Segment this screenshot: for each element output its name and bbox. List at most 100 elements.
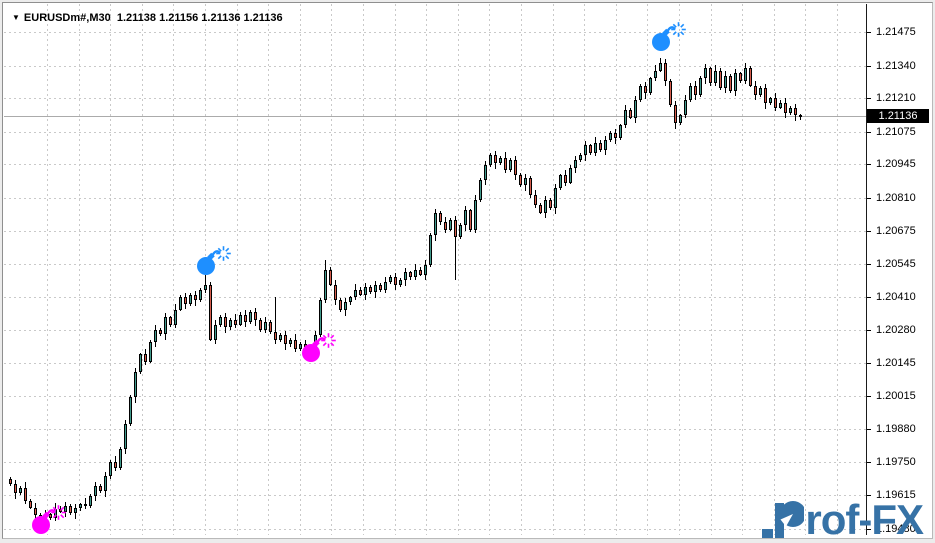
watermark-text: rof-FX	[805, 496, 924, 543]
candle-body	[254, 312, 257, 320]
grid-vline	[553, 4, 554, 535]
candle-body	[474, 200, 477, 230]
candle-body	[299, 344, 302, 349]
candle-body	[524, 178, 527, 185]
candle-body	[349, 297, 352, 302]
candle-body	[124, 424, 127, 449]
candle-body	[114, 462, 117, 468]
price-axis-label: 1.20945	[876, 158, 916, 170]
candle-body	[544, 200, 547, 213]
candle-body	[339, 300, 342, 310]
candle-body	[539, 205, 542, 213]
candle-body	[784, 103, 787, 113]
grid-vline	[616, 4, 617, 535]
grid-vline	[679, 4, 680, 535]
grid-hline	[4, 98, 866, 99]
grid-vline	[173, 4, 174, 535]
candle-body	[754, 86, 757, 95]
candle-body	[319, 300, 322, 335]
chart-title: ▼ EURUSDm#,M30 1.21138 1.21156 1.21136 1.…	[12, 12, 283, 24]
candle-body	[279, 335, 282, 340]
candle-body	[204, 285, 207, 290]
axis-separator	[866, 4, 867, 535]
watermark-logo-p-icon	[762, 501, 805, 538]
candle-body	[479, 180, 482, 200]
price-axis-label: 1.20545	[876, 258, 916, 270]
price-axis-label: 1.19480	[876, 523, 916, 535]
candle-body	[669, 81, 672, 105]
candle-body	[174, 310, 177, 325]
candle-body	[394, 277, 397, 285]
grid-vline	[142, 4, 143, 535]
grid-hline	[4, 429, 866, 430]
candle-body	[414, 270, 417, 277]
candle-body	[694, 86, 697, 95]
candle-body	[144, 354, 147, 362]
symbol-dropdown-icon[interactable]: ▼	[12, 13, 20, 22]
candle-body	[344, 302, 347, 310]
sell-bomb-marker	[650, 22, 686, 58]
candle-body	[619, 125, 622, 138]
candle-body	[284, 335, 287, 344]
price-axis[interactable]: 1.21475 1.21340 1.21210 1.21075 1.20945 1.208…	[867, 4, 929, 535]
candle-body	[589, 145, 592, 153]
candle-body	[664, 63, 667, 81]
price-axis-tick	[867, 66, 871, 67]
chart-title-ohlc: 1.21138 1.21156 1.21136 1.21136	[116, 12, 283, 24]
candle-body	[659, 63, 662, 71]
candle-body	[14, 484, 17, 493]
candle-body	[699, 78, 702, 95]
candle-body	[9, 479, 12, 484]
grid-hline	[4, 363, 866, 364]
current-price-line	[4, 116, 866, 117]
grid-vline	[774, 4, 775, 535]
candle-body	[79, 504, 82, 508]
candle-body	[599, 143, 602, 150]
price-axis-label: 1.19880	[876, 423, 916, 435]
candle-body	[604, 140, 607, 150]
buy-bomb-marker	[30, 505, 66, 535]
grid-vline	[711, 4, 712, 535]
candle-body	[454, 220, 457, 237]
candle-body	[64, 506, 67, 512]
candle-wick	[800, 114, 801, 120]
candle-body	[439, 213, 442, 222]
price-axis-label: 1.19750	[876, 456, 916, 468]
candle-body	[424, 265, 427, 275]
candle-body	[674, 105, 677, 123]
candle-body	[384, 282, 387, 290]
candle-wick	[275, 297, 276, 344]
candle-body	[739, 73, 742, 81]
candle-body	[369, 287, 372, 292]
grid-hline	[4, 198, 866, 199]
candle-body	[274, 332, 277, 340]
candle-body	[564, 175, 567, 183]
candle-body	[159, 330, 162, 334]
candle-body	[94, 486, 97, 496]
grid-vline	[331, 4, 332, 535]
candle-body	[489, 155, 492, 165]
candle-body	[684, 100, 687, 115]
candle-body	[499, 158, 502, 163]
grid-vline	[237, 4, 238, 535]
price-axis-tick	[867, 396, 871, 397]
grid-hline	[4, 330, 866, 331]
candle-body	[509, 160, 512, 170]
candle-body	[29, 501, 32, 508]
candle-body	[719, 71, 722, 88]
chart-plot-area[interactable]: ▼ EURUSDm#,M30 1.21138 1.21156 1.21136 1.…	[4, 4, 866, 535]
candle-body	[789, 108, 792, 113]
grid-hline	[4, 529, 866, 530]
price-axis-label: 1.21210	[876, 92, 916, 104]
grid-hline	[4, 66, 866, 67]
candle-body	[139, 354, 142, 372]
candle-body	[709, 68, 712, 83]
candle-body	[329, 270, 332, 285]
candle-body	[434, 213, 437, 235]
candle-body	[724, 76, 727, 88]
candle-body	[269, 322, 272, 332]
grid-vline	[363, 4, 364, 535]
watermark: rof-FX	[762, 496, 924, 543]
candle-body	[759, 88, 762, 95]
candle-body	[764, 88, 767, 103]
